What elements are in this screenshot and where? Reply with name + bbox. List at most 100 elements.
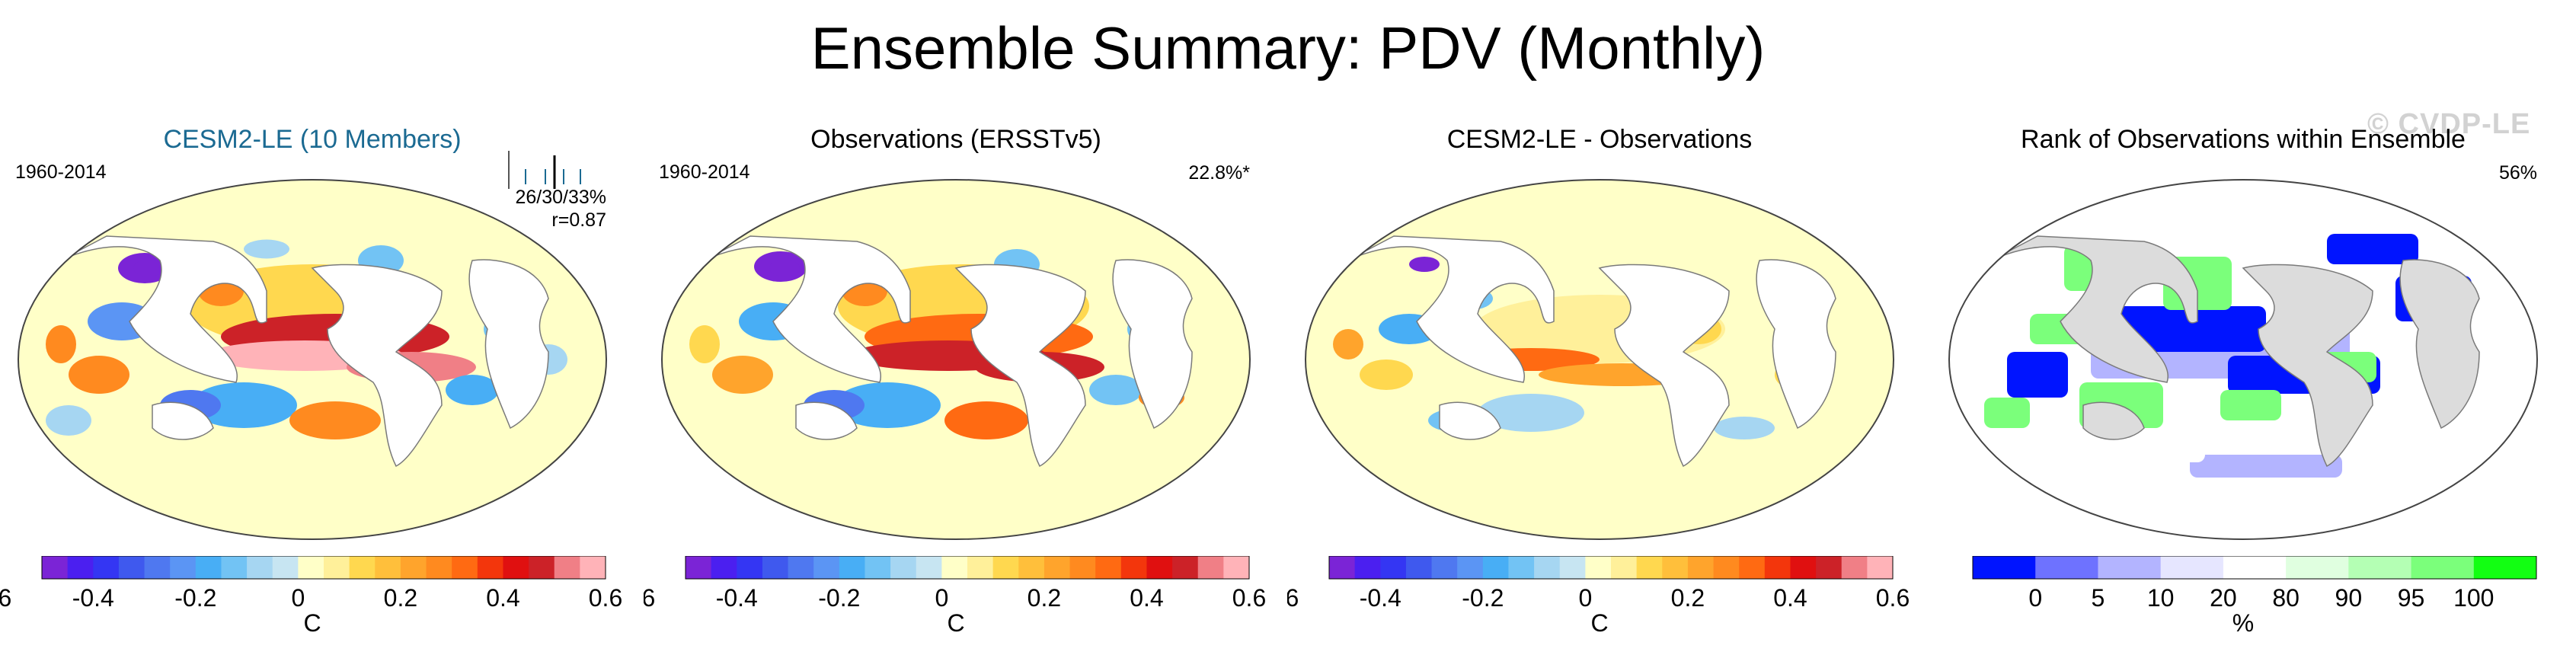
- colorbar-swatch: [1044, 556, 1071, 579]
- colorbar-swatch: [2348, 556, 2412, 579]
- colorbar-swatch: [2473, 556, 2537, 579]
- colorbar-swatch: [1867, 556, 1894, 579]
- anomaly-region: [689, 325, 720, 363]
- colorbar-tick-label: 80: [2272, 584, 2300, 612]
- colorbar-tick-label: -0.2: [818, 584, 860, 612]
- land-mass: [468, 259, 549, 430]
- anomaly-region: [1333, 329, 1363, 359]
- anomaly-region: [1478, 394, 1584, 432]
- anomaly-region: [769, 260, 800, 276]
- colorbar-swatch: [890, 556, 917, 579]
- anomaly-region: [446, 375, 499, 405]
- colorbar-swatch: [1380, 556, 1407, 579]
- colorbar-swatch: [170, 556, 197, 579]
- colorbar-swatch: [375, 556, 401, 579]
- colorbar-swatch: [349, 556, 376, 579]
- colorbar-swatch: [1120, 556, 1147, 579]
- land-mass: [795, 401, 858, 440]
- stats-line1: 26/30/33%: [515, 187, 606, 208]
- colorbar-swatch: [686, 556, 712, 579]
- colorbar-tick-label: 0: [2028, 584, 2042, 612]
- colorbar-tick-label: 0.2: [1671, 584, 1705, 612]
- panel-title: Rank of Observations within Ensemble: [2021, 125, 2466, 154]
- anomaly-region: [133, 260, 164, 276]
- land-mass: [45, 235, 267, 383]
- colorbar-swatch: [1405, 556, 1433, 579]
- colorbar-swatch: [1687, 556, 1715, 579]
- watermark: © CVDP-LE: [2367, 108, 2531, 140]
- map: [1305, 179, 1894, 540]
- colorbar-swatch: [1636, 556, 1663, 579]
- colorbar-tick-label: 0: [291, 584, 305, 612]
- colorbar-swatch: [1739, 556, 1766, 579]
- colorbar-swatch: [2035, 556, 2098, 579]
- colorbar-swatch: [1172, 556, 1199, 579]
- colorbar: 0 5 10 20 80 90 95 100: [1972, 556, 2537, 612]
- pct-label: 22.8%*: [1188, 162, 1250, 184]
- colorbar-unit: %: [2232, 609, 2255, 637]
- colorbar-tick-label: -0.6: [0, 584, 11, 612]
- panel-title[interactable]: CESM2-LE (10 Members): [163, 125, 462, 154]
- colorbar-swatch: [1764, 556, 1791, 579]
- colorbar-tick-label: 100: [2453, 584, 2494, 612]
- colorbar-tick-label: 0.2: [1028, 584, 1061, 612]
- colorbar-swatch: [762, 556, 789, 579]
- colorbar-swatch: [967, 556, 994, 579]
- map: [1948, 179, 2538, 540]
- colorbar-swatch: [1018, 556, 1045, 579]
- panel-observations: Observations (ERSSTv5) 1960-2014 22.8%* …: [644, 107, 1268, 670]
- map: [661, 179, 1251, 540]
- colorbar: -0.6 -0.4 -0.2 0 0.2 0.4 0.6: [1287, 556, 1910, 612]
- land-mass: [689, 235, 911, 383]
- stats-annotation: 26/30/33% r=0.87: [515, 186, 606, 232]
- period-label: 1960-2014: [659, 161, 750, 183]
- colorbar-swatch: [1146, 556, 1173, 579]
- colorbar-swatch: [1611, 556, 1638, 579]
- land-mass: [954, 264, 1086, 468]
- colorbar-swatch: [144, 556, 171, 579]
- colorbar-swatch: [42, 556, 69, 579]
- rank-region: [2220, 390, 2281, 420]
- land-mass: [311, 264, 443, 468]
- colorbar-swatch: [1508, 556, 1535, 579]
- land-mass: [2399, 259, 2480, 430]
- colorbar-tick-label: -0.4: [72, 584, 114, 612]
- colorbar-unit: C: [1590, 609, 1609, 637]
- map: [18, 179, 607, 540]
- anomaly-region: [69, 356, 129, 394]
- colorbar-swatch: [477, 556, 503, 579]
- rank-region: [2327, 234, 2418, 264]
- colorbar-tick-label: 95: [2398, 584, 2425, 612]
- panel-difference: CESM2-LE - Observations -0.6 -0.4 -0.2 0 0.2…: [1287, 107, 1912, 670]
- colorbar-swatch: [529, 556, 555, 579]
- colorbar-swatch: [1197, 556, 1224, 579]
- land-mass: [1756, 259, 1836, 430]
- colorbar-swatch: [247, 556, 273, 579]
- anomaly-region: [1089, 375, 1143, 405]
- colorbar-swatch: [195, 556, 222, 579]
- panel-rank: Rank of Observations within Ensemble 56%…: [1931, 107, 2555, 670]
- land-mass: [1439, 401, 1501, 440]
- rank-region: [2190, 455, 2342, 478]
- colorbar-swatch: [737, 556, 763, 579]
- anomaly-region: [944, 401, 1028, 439]
- colorbar-unit: C: [303, 609, 321, 637]
- anomaly-region: [289, 401, 381, 439]
- pct-label: 56%: [2498, 162, 2537, 184]
- colorbar-swatch: [298, 556, 324, 579]
- colorbar-tick-label: 0.2: [384, 584, 417, 612]
- panel-title: CESM2-LE - Observations: [1446, 125, 1753, 154]
- colorbar-swatch: [941, 556, 968, 579]
- colorbar-swatch: [221, 556, 248, 579]
- colorbar-swatch: [1559, 556, 1586, 579]
- colorbar-swatch: [272, 556, 299, 579]
- colorbar-swatch: [711, 556, 737, 579]
- colorbar-swatch: [118, 556, 145, 579]
- colorbar-swatch: [1662, 556, 1689, 579]
- colorbar-swatch: [1790, 556, 1817, 579]
- land-mass: [1112, 259, 1193, 430]
- period-label: 1960-2014: [15, 161, 107, 183]
- colorbar-tick-label: -0.6: [644, 584, 655, 612]
- colorbar-tick-label: 0.4: [486, 584, 519, 612]
- colorbar-tick-label: -0.2: [1462, 584, 1504, 612]
